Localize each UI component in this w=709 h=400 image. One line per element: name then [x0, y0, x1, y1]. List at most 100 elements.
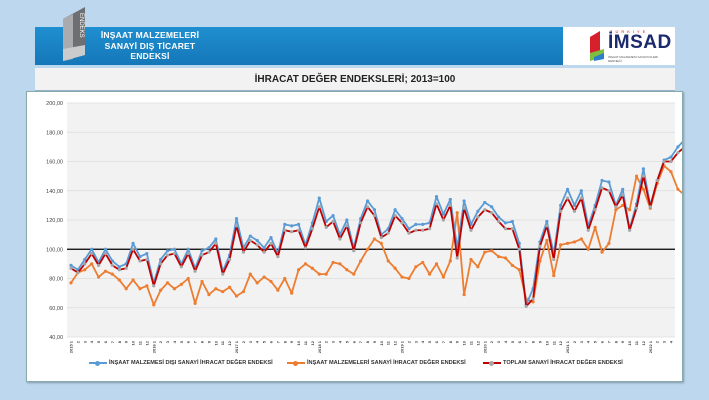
data-point	[352, 249, 356, 253]
x-tick-label: 7	[606, 340, 611, 343]
data-point	[400, 275, 404, 279]
x-tick-label: 10	[213, 340, 218, 345]
data-point	[269, 241, 273, 245]
x-tick-label: 5	[510, 340, 515, 343]
data-point	[324, 272, 328, 276]
data-point	[565, 196, 570, 200]
data-point	[214, 237, 218, 241]
x-tick-label: 5	[96, 340, 101, 343]
data-point	[124, 266, 128, 270]
data-point	[448, 197, 452, 202]
data-point	[255, 281, 259, 285]
x-tick-label: 3	[662, 340, 667, 343]
data-point	[372, 208, 377, 212]
x-tick-label: 11	[386, 340, 391, 345]
series-line-1	[70, 145, 709, 306]
data-point	[172, 287, 177, 291]
x-tick-label: 6	[351, 340, 356, 343]
data-point	[545, 219, 549, 224]
data-point	[441, 212, 446, 216]
series-group	[69, 131, 709, 308]
legend-label: İNŞAAT MALZEMELERİ SANAYİ İHRACAT DEĞER …	[307, 360, 466, 366]
data-point	[345, 224, 349, 228]
imsad-brand-top: TÜRKİYE	[610, 29, 649, 34]
endeks-logo-icon: ENDEKS	[63, 7, 85, 61]
data-point	[379, 235, 383, 240]
series-line-2	[70, 137, 709, 308]
data-point	[648, 205, 652, 209]
data-point	[96, 275, 101, 279]
data-point	[510, 263, 514, 267]
x-tick-label: 9	[455, 340, 460, 343]
data-point	[290, 230, 294, 234]
data-point	[269, 279, 273, 284]
data-point	[579, 196, 583, 200]
data-point	[379, 241, 383, 245]
data-point	[483, 208, 487, 212]
data-point	[186, 252, 190, 256]
data-point	[428, 272, 432, 276]
data-point	[159, 262, 163, 266]
x-axis-ticks: 2015 1 2 3 4 5 6 7 8 9 10 11 12 2016 1 2 3 4 5 6 7 8 9 10 11 12…	[69, 340, 674, 353]
legend-label: TOPLAM SANAYİ İHRACAT DEĞER ENDEKSİ	[503, 360, 623, 366]
data-point	[407, 231, 411, 235]
data-point	[103, 269, 108, 273]
x-tick-label: 7	[524, 340, 529, 343]
data-point	[90, 262, 94, 266]
x-tick-label: 11	[634, 340, 639, 345]
x-tick-label: 2022 1	[648, 340, 653, 353]
x-tick-label: 5	[593, 340, 598, 343]
data-point	[593, 208, 597, 212]
data-point	[428, 227, 432, 231]
data-point	[138, 259, 142, 263]
data-point	[676, 187, 680, 191]
x-tick-label: 3	[496, 340, 501, 343]
data-point	[572, 203, 577, 207]
data-point	[393, 214, 397, 218]
x-tick-label: 4	[255, 340, 260, 343]
x-tick-label: 3	[331, 340, 336, 343]
data-point	[76, 271, 80, 275]
x-tick-label: 3	[579, 340, 584, 343]
x-tick-label: 2017 1	[234, 340, 239, 353]
line-chart: 40,00 60,00 80,00 100,00 120,00 140,00 160,00 1…	[46, 101, 709, 353]
data-point	[462, 292, 466, 297]
data-point	[200, 249, 204, 253]
data-point	[496, 219, 501, 224]
data-point	[159, 257, 163, 262]
x-tick-label: 8	[613, 340, 618, 343]
data-point	[414, 222, 418, 226]
data-point	[538, 259, 542, 263]
data-point	[83, 257, 87, 262]
data-point	[572, 209, 577, 213]
data-point	[131, 278, 135, 282]
data-point	[600, 178, 604, 183]
x-tick-label: 2	[572, 340, 577, 343]
legend-swatch-red-icon	[483, 359, 501, 367]
data-point	[296, 228, 301, 232]
legend-item-blue: İNŞAAT MALZEMESİ DIŞI SANAYİ İHRACAT DEĞ…	[89, 359, 273, 367]
data-point	[221, 290, 225, 294]
data-point	[179, 282, 183, 286]
data-point	[676, 145, 680, 149]
data-point	[641, 174, 646, 178]
data-point	[179, 265, 183, 269]
x-tick-label: 4	[503, 340, 508, 343]
x-tick-label: 3	[413, 340, 418, 343]
x-tick-label: 12	[641, 340, 646, 345]
data-point	[110, 272, 114, 276]
data-point	[545, 238, 549, 243]
data-point	[234, 294, 239, 298]
data-point	[200, 253, 204, 257]
legend: İNŞAAT MALZEMESİ DIŞI SANAYİ İHRACAT DEĞ…	[27, 359, 682, 373]
data-point	[552, 273, 556, 278]
x-tick-label: 4	[172, 340, 177, 343]
x-tick-label: 10	[379, 340, 384, 345]
data-point	[317, 205, 321, 209]
data-point	[262, 246, 266, 250]
data-point	[152, 303, 156, 307]
x-tick-label: 10	[544, 340, 549, 345]
endeks-logo-text: ENDEKS	[78, 13, 84, 38]
x-tick-label: 7	[110, 340, 115, 343]
data-point	[296, 222, 301, 226]
